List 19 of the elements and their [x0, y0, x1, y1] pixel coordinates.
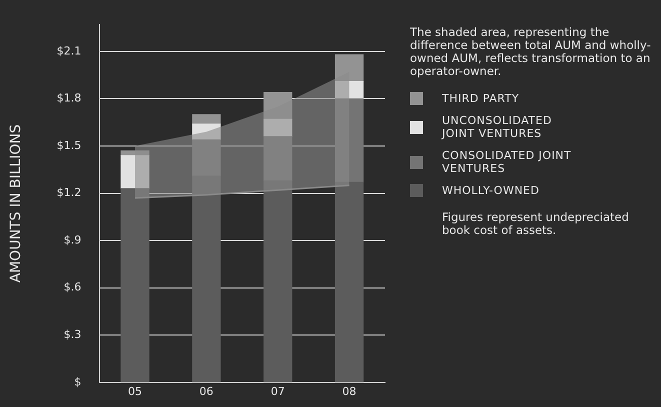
legend-label: UNCONSOLIDATED JOINT VENTURES — [442, 114, 553, 140]
text: The shaded area, representing the difference between total AUM and wholly-owned AUM, reflects transformation to an operator-owner. — [410, 25, 652, 78]
x-tick-label: 06 — [199, 384, 214, 398]
y-tick-label: $2.1 — [56, 44, 82, 58]
y-tick-label: $ — [74, 375, 82, 388]
y-tick-label: $.9 — [64, 233, 82, 246]
legend-label: CONSOLIDATED JOINT VENTURES — [442, 149, 572, 175]
legend-label: THIRD PARTY — [442, 92, 520, 105]
text: Figures represent undepreciated book cost of assets. — [442, 210, 630, 237]
x-tick-label: 07 — [270, 384, 285, 398]
y-tick-label: $.6 — [64, 280, 82, 294]
y-tick-label: $1.8 — [56, 92, 82, 105]
y-tick-label: $1.2 — [56, 186, 82, 200]
y-tick-label: $1.5 — [56, 138, 82, 152]
x-tick-label: 08 — [342, 384, 356, 398]
legend-label: WHOLLY-OWNED — [442, 184, 540, 197]
y-axis-title: AMOUNTS IN BILLIONS — [8, 124, 24, 283]
x-tick-label: 05 — [128, 384, 142, 398]
y-tick-label: $.3 — [64, 328, 82, 341]
